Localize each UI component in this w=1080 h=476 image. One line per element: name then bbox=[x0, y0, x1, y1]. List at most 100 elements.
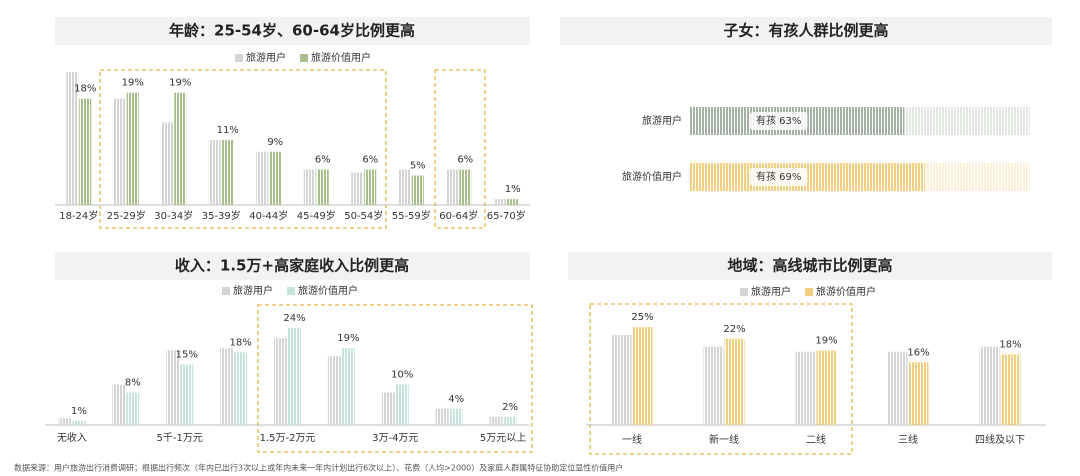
data-label: 10% bbox=[391, 370, 413, 381]
bar bbox=[1000, 354, 1021, 425]
data-label: 19% bbox=[815, 336, 837, 347]
x-tick-label: 65-70岁 bbox=[487, 209, 526, 222]
highlight-box bbox=[589, 303, 853, 455]
bar bbox=[256, 151, 269, 205]
bar bbox=[351, 172, 364, 205]
y-tick-label: 旅游价值用户 bbox=[622, 170, 682, 183]
bar bbox=[611, 334, 632, 425]
data-label: 25% bbox=[631, 312, 653, 323]
chart-title: 地域：高线城市比例更高 bbox=[727, 257, 892, 275]
data-label: 有孩 63% bbox=[756, 114, 801, 127]
data-label: 5% bbox=[410, 160, 426, 171]
title-band bbox=[568, 252, 1052, 280]
bar bbox=[208, 139, 221, 205]
bar bbox=[180, 364, 194, 425]
x-tick-label: 45-49岁 bbox=[297, 209, 336, 222]
data-label: 19% bbox=[337, 333, 359, 344]
bar bbox=[174, 92, 187, 205]
x-tick-label: 60-64岁 bbox=[439, 209, 478, 222]
bar bbox=[126, 92, 139, 205]
highlight-box bbox=[99, 69, 387, 229]
legend-swatch bbox=[740, 288, 748, 296]
bar bbox=[112, 384, 126, 425]
legend-swatch bbox=[805, 288, 813, 296]
legend-label: 旅游用户 bbox=[246, 51, 286, 64]
highlight-box bbox=[434, 69, 486, 229]
data-label: 18% bbox=[74, 84, 96, 95]
bar bbox=[908, 362, 929, 425]
data-label: 11% bbox=[217, 125, 239, 136]
bar bbox=[221, 139, 234, 205]
x-tick-label: 三线 bbox=[898, 433, 918, 446]
legend-label: 旅游价值用户 bbox=[311, 51, 371, 64]
data-label: 24% bbox=[283, 313, 305, 324]
bar bbox=[381, 392, 395, 425]
legend-label: 旅游用户 bbox=[751, 285, 791, 298]
bar bbox=[449, 408, 463, 425]
x-tick-label: 50-54岁 bbox=[344, 209, 383, 222]
x-tick-label: 新一线 bbox=[709, 433, 739, 446]
bar bbox=[795, 351, 816, 425]
bar bbox=[398, 169, 411, 205]
chart-title: 收入：1.5万+高家庭收入比例更高 bbox=[175, 257, 409, 275]
data-label: 6% bbox=[315, 155, 331, 166]
legend-swatch bbox=[235, 54, 243, 62]
bar bbox=[459, 169, 472, 205]
bar bbox=[632, 327, 653, 425]
x-tick-label: 无收入 bbox=[57, 431, 87, 444]
highlight-box bbox=[257, 304, 533, 453]
data-label: 16% bbox=[907, 347, 929, 358]
legend-swatch bbox=[222, 287, 230, 295]
bar bbox=[816, 350, 837, 425]
chart-title: 年龄：25-54岁、60-64岁比例更高 bbox=[169, 22, 415, 40]
legend-label: 旅游用户 bbox=[233, 284, 273, 297]
x-tick-label: 1.5万-2万元 bbox=[260, 433, 316, 444]
y-tick-label: 旅游用户 bbox=[642, 114, 682, 127]
x-tick-label: 四线及以下 bbox=[975, 433, 1025, 446]
data-label: 18% bbox=[999, 339, 1021, 350]
bar bbox=[435, 408, 449, 425]
data-label: 8% bbox=[125, 378, 141, 389]
data-label: 6% bbox=[362, 155, 378, 166]
bar bbox=[341, 348, 355, 425]
bar bbox=[703, 346, 724, 425]
bar bbox=[887, 351, 908, 425]
legend-label: 旅游价值用户 bbox=[298, 284, 358, 297]
bar bbox=[126, 392, 140, 425]
bar bbox=[58, 418, 72, 425]
data-label: 有孩 69% bbox=[756, 170, 801, 183]
data-label: 4% bbox=[448, 394, 464, 405]
bar bbox=[503, 416, 517, 425]
bar bbox=[79, 98, 92, 205]
chart-title: 子女：有孩人群比例更高 bbox=[723, 22, 888, 40]
x-tick-label: 5千-1万元 bbox=[157, 432, 203, 444]
data-label: 19% bbox=[169, 78, 191, 89]
bar bbox=[113, 98, 126, 205]
x-tick-label: 一线 bbox=[622, 433, 642, 446]
source-note: 数据来源：用户旅游出行消费调研；根据出行频次（年内已出行3次以上或年内未来一年内… bbox=[14, 463, 623, 473]
bar bbox=[364, 169, 377, 205]
title-band bbox=[55, 252, 530, 280]
bar bbox=[72, 420, 86, 425]
bar bbox=[493, 199, 506, 205]
title-band bbox=[55, 17, 530, 45]
x-tick-label: 二线 bbox=[806, 433, 826, 446]
x-tick-label: 35-39岁 bbox=[202, 209, 241, 222]
bar bbox=[288, 328, 301, 425]
bar bbox=[220, 348, 234, 425]
data-label: 1% bbox=[505, 184, 521, 195]
label-bg bbox=[750, 168, 808, 186]
legend-swatch bbox=[287, 287, 295, 295]
bar bbox=[161, 122, 174, 205]
x-tick-label: 18-24岁 bbox=[59, 209, 98, 222]
bar bbox=[274, 338, 287, 425]
bar bbox=[979, 346, 1000, 425]
x-tick-label: 30-34岁 bbox=[154, 209, 193, 222]
bar bbox=[446, 169, 459, 205]
bar bbox=[269, 151, 282, 205]
data-label: 18% bbox=[229, 337, 251, 348]
x-tick-label: 40-44岁 bbox=[249, 209, 288, 222]
bar bbox=[66, 72, 79, 205]
legend-label: 旅游价值用户 bbox=[816, 285, 876, 298]
